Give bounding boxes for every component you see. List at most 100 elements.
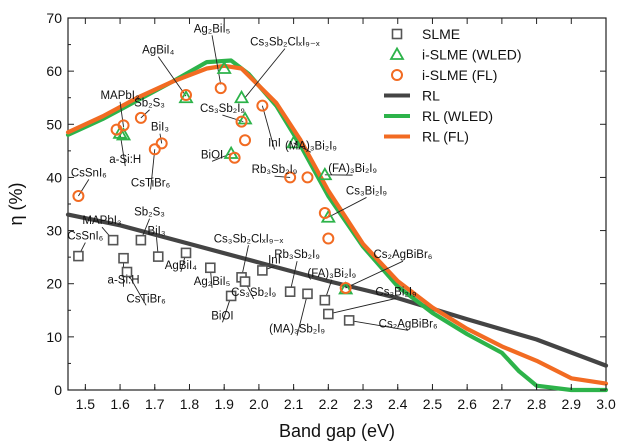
x-tick-label: 1.8 (180, 396, 200, 412)
annotation-leader (296, 293, 308, 336)
annotation-leader (274, 175, 291, 178)
i-slme-fl-point (239, 134, 252, 147)
x-tick-label: 1.7 (145, 396, 165, 412)
x-tick-label: 2.7 (492, 396, 512, 412)
i-slme-wled-point (115, 127, 132, 141)
legend-swatch (389, 46, 405, 60)
annotation-label: Rb₃Sb₂I₉ (252, 164, 298, 176)
i-slme-wled-point (178, 89, 194, 104)
x-tick-label: 2.4 (388, 396, 408, 412)
legend: SLME i-SLME (WLED) i-SLME (FL) RL RL (WLED) R… (384, 26, 522, 145)
annotation-label: AgBiI₄ (165, 260, 197, 272)
annotation-label: Ag₂BiI₅ (194, 23, 231, 35)
annotation-leader (261, 105, 275, 150)
annotation-labels: MAPbI₃Sb₂S₃BiI₃a-Si:HCsTiBr₆CsSnI₆AgBiI₄… (67, 23, 438, 335)
i-slme-fl-point (155, 137, 168, 150)
slme-point (107, 234, 119, 246)
annotation-label: Sb₂S₃ (134, 98, 165, 110)
legend-label: SLME (422, 26, 460, 42)
annotation-label: CsTiBr₆ (126, 293, 166, 305)
i-slme-fl-point (284, 171, 297, 184)
y-tick-label: 0 (54, 382, 62, 398)
annotation-leader (126, 271, 147, 306)
annotation-label: a-Si:H (108, 275, 140, 287)
slme-point (180, 247, 192, 259)
annotation-label: Ag₂BiI₅ (194, 276, 231, 288)
annotation-label: (FA)₃Bi₂I₉ (328, 163, 377, 175)
slme-point (239, 276, 251, 287)
legend-swatch (391, 69, 403, 81)
annotation-leader (293, 142, 312, 153)
annotation-leader (244, 48, 286, 98)
i-slme-wled-point (286, 135, 302, 149)
i-slme-fl-point (134, 111, 147, 124)
slme-point (73, 250, 84, 262)
slme-point (121, 266, 133, 278)
y-tick-label: 20 (46, 276, 62, 292)
x-tick-label: 2.1 (284, 396, 304, 412)
slme-point (135, 234, 147, 246)
i-slme-fl-point (148, 143, 161, 156)
slme-point (302, 288, 313, 300)
i-slme-wled-point (320, 209, 336, 223)
i-slme-wled-point (237, 111, 253, 125)
annotation-label: InI (268, 138, 281, 150)
x-tick-label: 2.2 (319, 396, 339, 412)
annotation-label: Cs₃Sb₂ClₓI₉₋ₓ (250, 37, 320, 49)
annotation-label: Sb₂S₃ (134, 207, 165, 219)
x-tick-label: 2.0 (249, 396, 269, 412)
x-tick-label: 2.8 (527, 396, 547, 412)
slme-point (284, 286, 296, 297)
scatter-points-layer (72, 60, 355, 326)
legend-swatch (391, 28, 403, 40)
annotation-label: Cs₃Sb₂I₉ (231, 287, 276, 299)
annotation-label: MAPbI₃ (82, 215, 122, 227)
i-slme-fl-point (235, 115, 248, 128)
slme-point (319, 294, 331, 306)
annotation-label: (FA)₃Bi₂I₉ (307, 268, 356, 280)
y-tick-label: 60 (46, 63, 62, 79)
annotation-leader (211, 35, 222, 85)
annotation-leader (241, 245, 249, 278)
x-tick-label: 1.5 (76, 396, 96, 412)
legend-entry: RL (WLED) (384, 108, 493, 124)
annotation-label: MAPbI₃ (100, 90, 140, 102)
annotation-label: BiOI (211, 310, 233, 322)
legend-entry: i-SLME (FL) (391, 67, 497, 83)
annotation-label: Rb₃Sb₂I₉ (274, 249, 320, 261)
x-axis-label: Band gap (eV) (279, 421, 395, 441)
annotation-label: (MA)₃Sb₂I₉ (269, 324, 325, 336)
legend-entry: SLME (391, 26, 460, 42)
annotation-leader (328, 297, 397, 315)
x-tick-label: 1.9 (214, 396, 234, 412)
annotation-leader (150, 149, 156, 190)
annotation-label: AgBiI₄ (142, 45, 174, 57)
i-slme-fl-point (322, 232, 335, 245)
x-tick-label: 2.5 (423, 396, 443, 412)
annotation-label: CsTiBr₆ (131, 177, 171, 189)
i-slme-fl-point (214, 82, 227, 95)
axes: Band gap (eV) η (%) 1.5 1.6 1.7 1.8 1.9 2.0 2.… (6, 10, 616, 441)
annotation-label: Cs₃Sb₂ClₓI₉₋ₓ (214, 233, 284, 245)
y-tick-label: 70 (46, 10, 62, 26)
i-slme-fl-point (318, 207, 331, 220)
x-tick-label: 2.6 (457, 396, 477, 412)
annotation-label: BiI₃ (151, 122, 169, 134)
slme-point (343, 315, 355, 326)
annotation-leaders (78, 35, 409, 336)
annotation-label: Cs₂AgBiBr₆ (373, 249, 432, 261)
i-slme-fl-point (256, 99, 269, 112)
annotation-leader (345, 260, 404, 289)
annotation-label: Cs₃Bi₂I₉ (375, 286, 416, 298)
annotation-label: BiOI (201, 149, 223, 161)
x-tick-label: 1.6 (110, 396, 130, 412)
annotation-label: CsSnI₆ (67, 231, 103, 243)
annotation-label: (MA)₃Bi₂I₉ (285, 140, 337, 152)
i-slme-wled-point (112, 125, 128, 139)
annotation-leader (78, 179, 90, 197)
x-tick-label: 2.3 (353, 396, 373, 412)
legend-entry: i-SLME (WLED) (389, 46, 522, 63)
annotation-label: Cs₃Sb₂I₉ (200, 103, 245, 115)
i-slme-wled-point (216, 60, 232, 74)
y-axis-label: η (%) (6, 182, 26, 225)
